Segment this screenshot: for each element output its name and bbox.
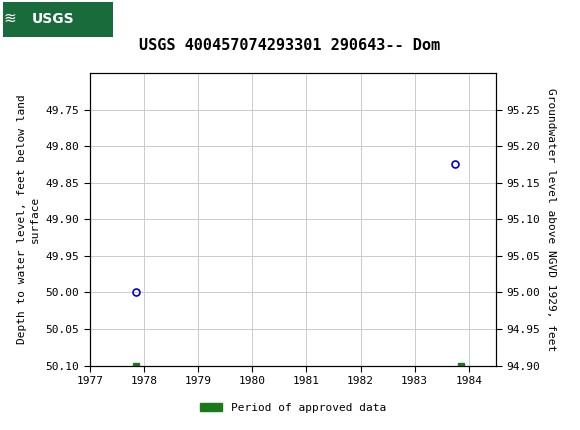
Bar (0, 0, 116, 39)
Text: USGS: USGS (32, 12, 74, 26)
Text: USGS 400457074293301 290643-- Dom: USGS 400457074293301 290643-- Dom (139, 38, 441, 52)
Text: ≋: ≋ (3, 11, 16, 26)
Legend: Period of approved data: Period of approved data (195, 398, 390, 417)
Bar (3, 2, 113, 37)
Y-axis label: Depth to water level, feet below land
surface: Depth to water level, feet below land su… (17, 95, 40, 344)
Y-axis label: Groundwater level above NGVD 1929, feet: Groundwater level above NGVD 1929, feet (546, 88, 556, 351)
